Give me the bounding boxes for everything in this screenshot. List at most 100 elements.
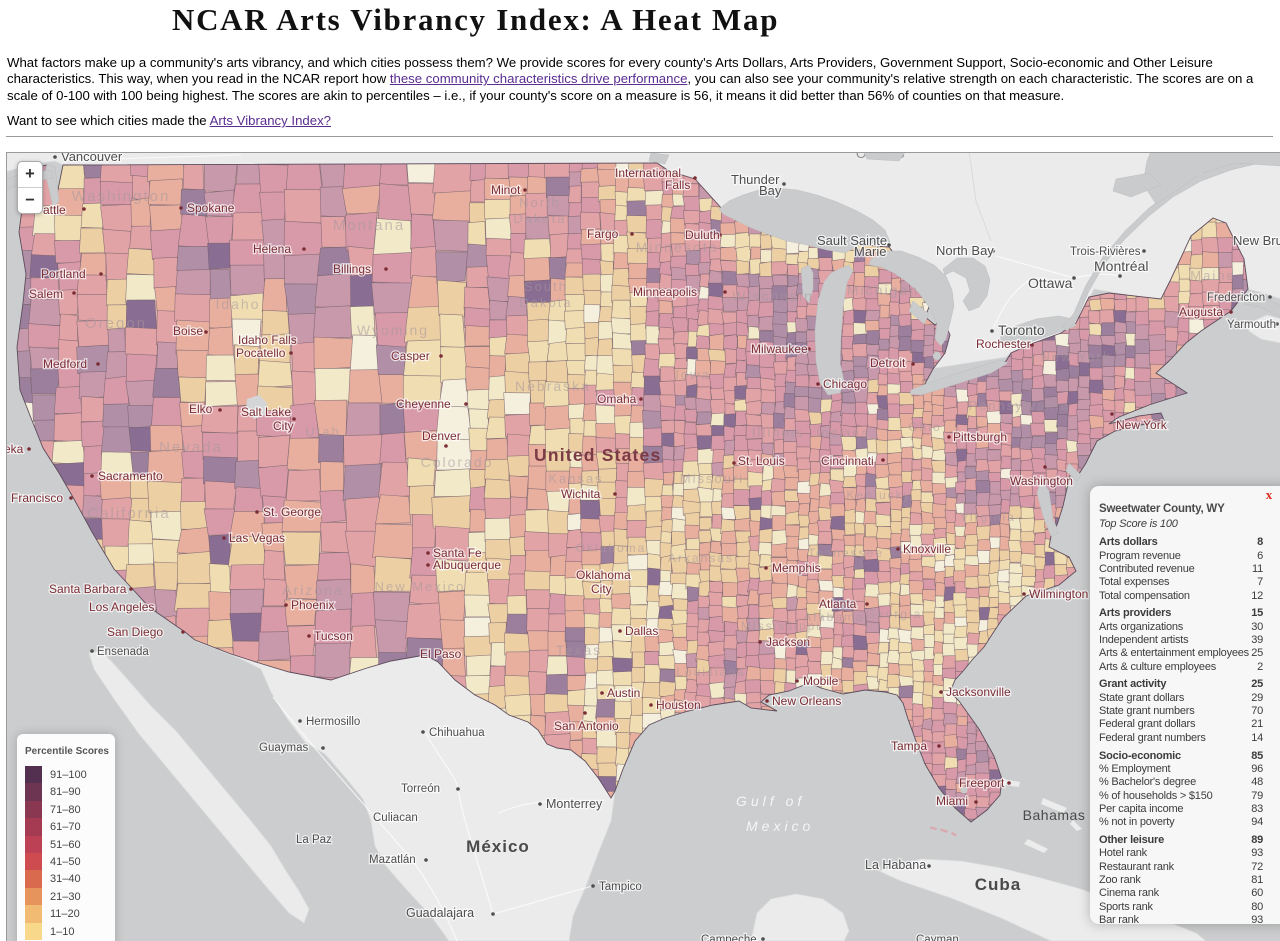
svg-text:Marie: Marie xyxy=(854,244,887,259)
svg-text:Falls: Falls xyxy=(665,178,690,192)
svg-text:Wisconsin: Wisconsin xyxy=(732,288,814,304)
svg-text:Los Angeles: Los Angeles xyxy=(89,600,154,614)
svg-text:Idaho: Idaho xyxy=(215,296,260,312)
svg-text:El Paso: El Paso xyxy=(420,647,462,661)
svg-text:City: City xyxy=(591,582,612,596)
svg-text:Illinois: Illinois xyxy=(752,425,804,440)
svg-text:Chicago: Chicago xyxy=(823,377,867,391)
svg-text:Elko: Elko xyxy=(189,402,213,416)
svg-text:Guaymas: Guaymas xyxy=(259,742,308,754)
svg-text:North: North xyxy=(519,195,561,210)
svg-text:Gulf of: Gulf of xyxy=(736,793,805,809)
svg-text:Medford: Medford xyxy=(43,357,87,371)
svg-text:Fredericton: Fredericton xyxy=(1207,292,1265,304)
svg-text:Jacksonville: Jacksonville xyxy=(946,685,1011,699)
svg-text:South: South xyxy=(524,279,568,294)
svg-text:New York: New York xyxy=(1041,349,1112,364)
svg-text:Tampa: Tampa xyxy=(891,739,927,753)
svg-text:Louisiana: Louisiana xyxy=(676,665,745,679)
svg-text:Kentucky: Kentucky xyxy=(846,488,911,502)
svg-text:Bay: Bay xyxy=(759,183,782,198)
svg-text:Pocatello: Pocatello xyxy=(236,346,286,360)
svg-text:La Habana: La Habana xyxy=(865,858,926,872)
svg-text:Kansas: Kansas xyxy=(548,471,603,486)
svg-text:Mexico: Mexico xyxy=(746,818,814,834)
svg-text:Nebraska: Nebraska xyxy=(515,378,591,394)
svg-text:Rochester: Rochester xyxy=(976,337,1031,351)
svg-text:Detroit: Detroit xyxy=(870,356,906,370)
svg-text:Michigan: Michigan xyxy=(847,282,919,298)
svg-text:Culiacan: Culiacan xyxy=(373,812,418,824)
svg-text:Atlanta: Atlanta xyxy=(819,597,857,611)
svg-text:eka: eka xyxy=(7,442,24,456)
svg-text:Sacramento: Sacramento xyxy=(98,469,163,483)
svg-text:Nevada: Nevada xyxy=(159,439,223,456)
svg-text:Yarmouth: Yarmouth xyxy=(1227,319,1276,331)
svg-text:La Paz: La Paz xyxy=(296,834,332,846)
svg-text:Minneapolis: Minneapolis xyxy=(633,285,697,299)
svg-text:Arizona: Arizona xyxy=(282,582,343,598)
svg-text:Ensenada: Ensenada xyxy=(97,646,149,658)
svg-text:Wilmington: Wilmington xyxy=(1029,587,1088,601)
svg-text:Maine: Maine xyxy=(1190,268,1235,283)
svg-text:Tucson: Tucson xyxy=(314,629,353,643)
svg-text:Boise: Boise xyxy=(173,324,203,338)
svg-text:New Mexico: New Mexico xyxy=(375,579,466,594)
svg-text:Santa Barbara: Santa Barbara xyxy=(49,582,127,596)
svg-text:Freeport: Freeport xyxy=(959,776,1005,790)
svg-text:Torreón: Torreón xyxy=(401,783,440,795)
svg-text:Dakota: Dakota xyxy=(519,295,572,310)
svg-text:Idaho Falls: Idaho Falls xyxy=(238,333,297,347)
svg-text:Albuquerque: Albuquerque xyxy=(433,558,501,572)
svg-text:Francisco: Francisco xyxy=(11,491,63,505)
svg-text:Austin: Austin xyxy=(607,686,640,700)
svg-text:Texas: Texas xyxy=(556,642,603,658)
svg-text:Vancouver: Vancouver xyxy=(61,153,123,164)
svg-text:Washington: Washington xyxy=(1010,474,1073,488)
svg-text:Salem: Salem xyxy=(29,287,63,301)
svg-text:Cincinnati: Cincinnati xyxy=(821,454,874,468)
svg-text:Washington: Washington xyxy=(72,188,171,205)
svg-text:Augusta: Augusta xyxy=(1179,305,1223,319)
svg-text:Wichita: Wichita xyxy=(561,487,601,501)
svg-text:Trois-Rivières: Trois-Rivières xyxy=(1070,246,1141,258)
svg-text:Colorado: Colorado xyxy=(421,454,494,470)
svg-text:California: California xyxy=(87,505,170,522)
svg-text:Montana: Montana xyxy=(333,217,405,234)
svg-text:Wyoming: Wyoming xyxy=(357,322,429,338)
svg-text:Portland: Portland xyxy=(41,267,86,281)
svg-text:Duluth: Duluth xyxy=(685,228,720,242)
svg-text:Minot: Minot xyxy=(491,183,521,197)
svg-text:Mobile: Mobile xyxy=(803,674,839,688)
svg-text:Memphis: Memphis xyxy=(772,561,821,575)
svg-text:Ohio: Ohio xyxy=(908,420,941,434)
svg-text:Casper: Casper xyxy=(391,349,430,363)
svg-text:New Bru: New Bru xyxy=(1233,233,1280,248)
svg-text:Fargo: Fargo xyxy=(587,227,619,241)
svg-text:Hermosillo: Hermosillo xyxy=(306,716,360,728)
svg-text:Georgia: Georgia xyxy=(866,607,923,621)
svg-text:Omaha: Omaha xyxy=(597,392,637,406)
svg-text:Iowa: Iowa xyxy=(675,367,710,382)
svg-text:New York: New York xyxy=(1116,418,1168,432)
svg-text:Dakota: Dakota xyxy=(513,211,566,226)
svg-text:Oklahoma: Oklahoma xyxy=(576,568,631,582)
svg-text:Denver: Denver xyxy=(422,429,461,443)
svg-text:Oklahoma: Oklahoma xyxy=(576,541,647,555)
svg-text:Missouri: Missouri xyxy=(680,471,744,486)
svg-text:Chihuahua: Chihuahua xyxy=(429,727,485,739)
svg-text:Miami: Miami xyxy=(936,794,968,808)
svg-text:Pittsburgh: Pittsburgh xyxy=(953,430,1007,444)
svg-text:Tennessee: Tennessee xyxy=(808,546,884,560)
svg-text:Phoenix: Phoenix xyxy=(291,598,334,612)
svg-text:Guadalajara: Guadalajara xyxy=(406,906,474,920)
svg-text:Tampico: Tampico xyxy=(599,881,642,893)
svg-text:Dallas: Dallas xyxy=(625,624,658,638)
svg-text:St. George: St. George xyxy=(263,505,321,519)
svg-text:Pennsylvania: Pennsylvania xyxy=(968,398,1069,413)
svg-text:México: México xyxy=(466,837,530,856)
svg-text:Oregon: Oregon xyxy=(85,315,147,332)
svg-text:Helena: Helena xyxy=(253,242,291,256)
svg-text:Jackson: Jackson xyxy=(766,635,810,649)
svg-text:North Bay: North Bay xyxy=(936,243,994,258)
